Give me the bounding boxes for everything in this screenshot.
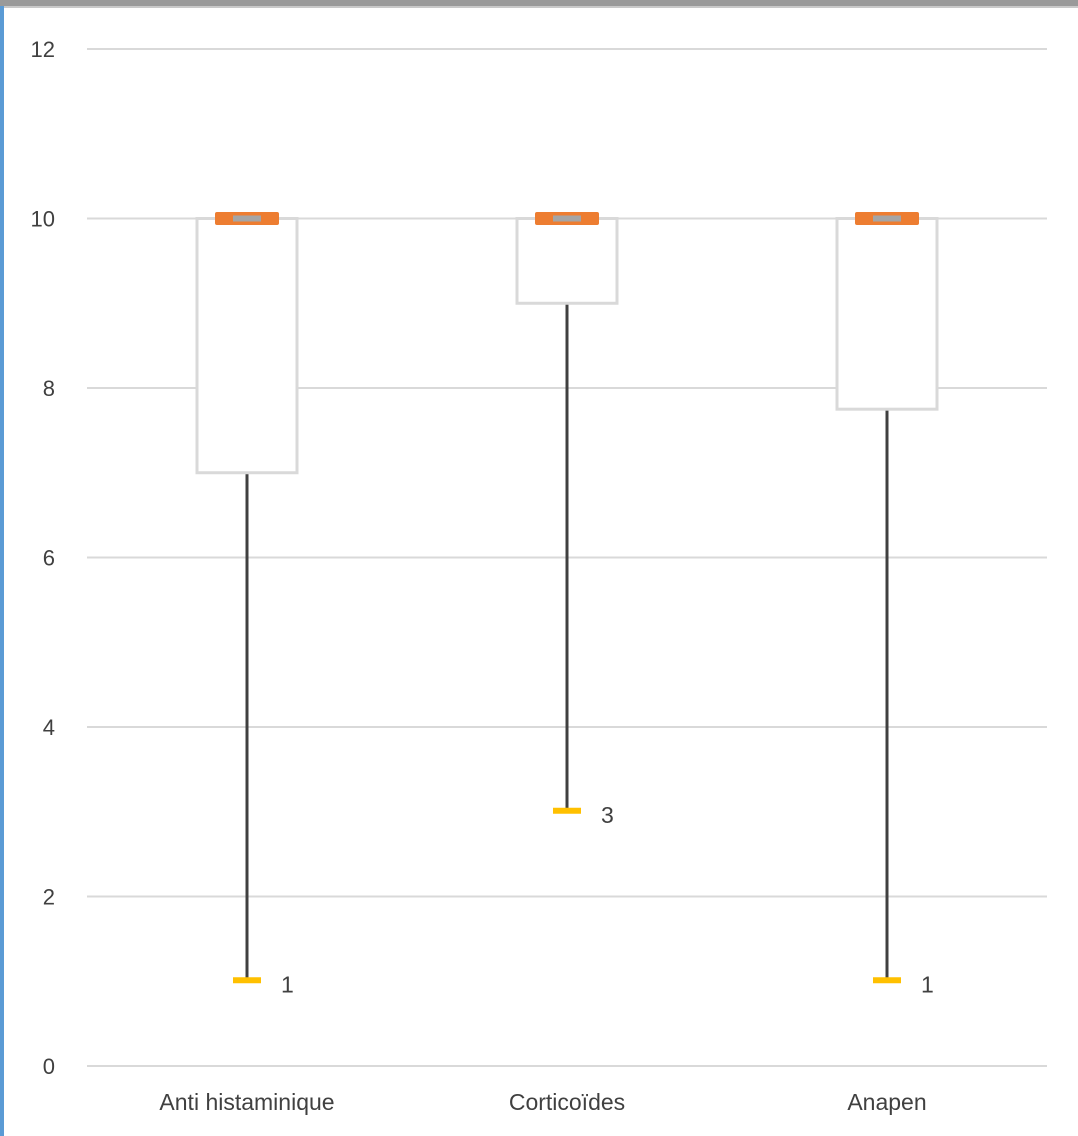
y-tick-label-0: 0 xyxy=(43,1054,55,1079)
median-marker-anti-histaminique xyxy=(233,215,261,222)
y-axis-tick-labels: 0 2 4 6 8 10 12 xyxy=(31,37,55,1079)
min-data-label-anapen: 1 xyxy=(921,971,934,997)
y-tick-label-2: 2 xyxy=(43,885,55,910)
x-category-label-anapen: Anapen xyxy=(847,1089,926,1115)
y-tick-label-6: 6 xyxy=(43,546,55,571)
min-marker-anapen xyxy=(873,977,901,984)
min-marker-anti-histaminique xyxy=(233,977,261,984)
window-left-accent-border xyxy=(0,6,4,1136)
y-tick-label-12: 12 xyxy=(31,37,55,62)
window-top-inner-border xyxy=(0,6,1078,8)
x-category-label-anti-histaminique: Anti histaminique xyxy=(159,1089,334,1115)
box-cortico-des: 3 xyxy=(515,212,619,828)
median-marker-cortico-des xyxy=(553,215,581,222)
y-tick-label-8: 8 xyxy=(43,376,55,401)
x-axis-category-labels: Anti histaminique Corticoïdes Anapen xyxy=(159,1089,926,1115)
min-marker-cortico-des xyxy=(553,807,581,814)
box-plot-series: 1 3 1 xyxy=(195,212,939,997)
min-data-label-cortico-des: 3 xyxy=(601,802,614,828)
median-marker-anapen xyxy=(873,215,901,222)
y-tick-label-10: 10 xyxy=(31,207,55,232)
box-body-cortico-des xyxy=(515,217,619,305)
box-body-anti-histaminique xyxy=(195,217,299,475)
min-data-label-anti-histaminique: 1 xyxy=(281,971,294,997)
box-anapen: 1 xyxy=(835,212,939,997)
box-body-anapen xyxy=(835,217,939,411)
box-anti-histaminique: 1 xyxy=(195,212,299,997)
x-category-label-cortico-des: Corticoïdes xyxy=(509,1089,625,1115)
window-top-border xyxy=(0,0,1078,6)
y-tick-label-4: 4 xyxy=(43,715,55,740)
